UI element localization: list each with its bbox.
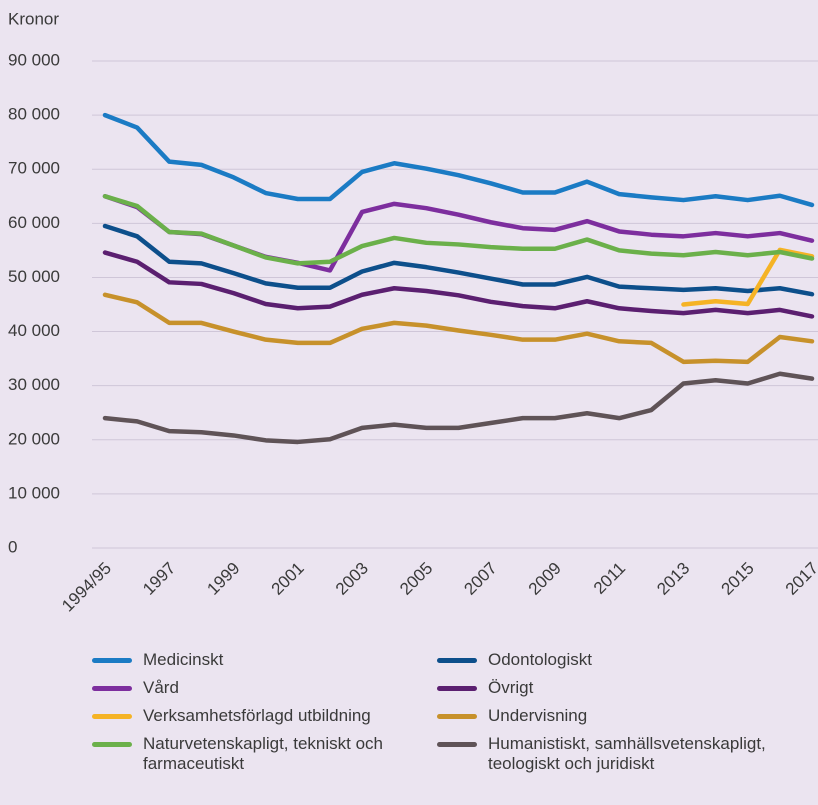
legend: Medicinskt Odontologiskt Vård Övrigt Verksam… [92,650,767,774]
series-line [102,194,815,273]
legend-item: Humanistiskt, samhällsvetenskapligt, teo… [437,734,767,774]
x-tick-label: 2015 [718,559,758,599]
legend-label: Humanistiskt, samhällsvetenskapligt, teo… [488,734,766,773]
legend-swatch [92,658,132,663]
x-tick-label: 2001 [268,559,308,599]
legend-item: Vård [92,678,437,698]
legend-swatch [92,742,132,747]
x-tick-label: 2007 [460,559,500,599]
y-tick-label: 40 000 [8,321,60,340]
legend-swatch [437,686,477,691]
chart: Kronor 0 10 000 20 000 30 000 40 000 50 000 60… [8,9,818,616]
series-line [102,292,815,365]
legend-item: Övrigt [437,678,767,698]
legend-item: Undervisning [437,706,767,726]
x-tick-label: 2005 [396,559,436,599]
x-tick-label: 1999 [203,559,243,599]
legend-swatch [92,686,132,691]
legend-item: Medicinskt [92,650,437,670]
legend-swatch [437,714,477,719]
legend-swatch [92,714,132,719]
x-tick-label: 1997 [139,559,179,599]
y-tick-label: 70 000 [8,159,60,178]
x-tick-label: 2017 [782,559,818,599]
y-tick-label: 60 000 [8,213,60,232]
y-tick-label: 20 000 [8,429,60,448]
legend-item: Naturvetenskapligt, tekniskt och farmace… [92,734,437,774]
y-tick-label: 90 000 [8,50,60,69]
series-line [102,250,815,319]
legend-swatch [437,742,477,747]
y-tick-label: 0 [8,537,17,556]
series-line [102,194,815,266]
y-tick-label: 80 000 [8,105,60,124]
x-tick-label: 2013 [653,559,693,599]
legend-label: Medicinskt [143,650,224,669]
series-line [102,112,815,208]
legend-label: Verksamhetsförlagd utbildning [143,706,371,725]
y-tick-label: 10 000 [8,483,60,502]
x-tick-label: 2003 [332,559,372,599]
y-tick-label: 30 000 [8,375,60,394]
x-tick-label: 2011 [590,559,629,598]
legend-swatch [437,658,477,663]
series-line [102,371,815,445]
legend-label: Naturvetenskapligt, tekniskt och farmace… [143,734,384,773]
x-tick-label: 1994/95 [58,559,115,616]
legend-item: Verksamhetsförlagd utbildning [92,706,437,726]
legend-label: Odontologiskt [488,650,592,669]
y-axis-label: Kronor [8,9,59,28]
series-line [102,223,815,297]
legend-label: Vård [143,678,179,697]
legend-label: Undervisning [488,706,588,725]
legend-label: Övrigt [488,678,534,697]
x-tick-label: 2009 [525,559,565,599]
legend-item: Odontologiskt [437,650,767,670]
y-tick-label: 50 000 [8,267,60,286]
